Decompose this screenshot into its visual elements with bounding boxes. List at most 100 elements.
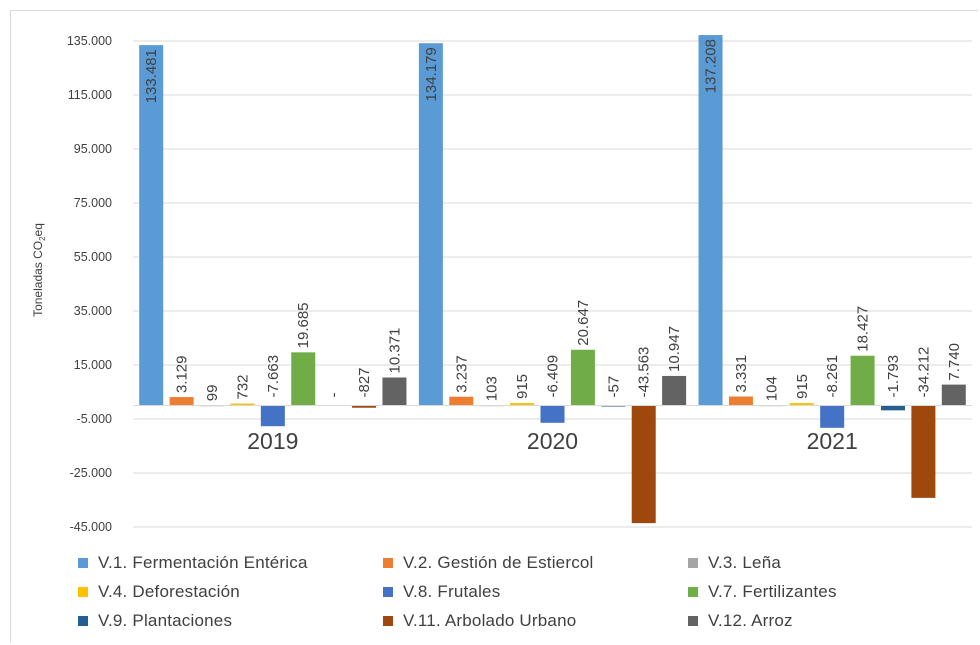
- bar-chart: 133.481 3.129 99 732 -7.663 19.685 - -827 10.371…: [31, 34, 972, 534]
- bar: [260, 405, 285, 427]
- data-label: 10.947: [666, 326, 683, 372]
- x-category-label: 2021: [807, 428, 858, 454]
- axes: 135.000 115.000 95.000 75.000 55.000 35.000 15…: [67, 34, 972, 534]
- legend-swatch: [688, 558, 698, 568]
- data-label: -: [326, 393, 343, 398]
- data-label: -1.793: [885, 355, 902, 398]
- bar: [382, 377, 407, 406]
- data-label: 3.129: [174, 356, 191, 394]
- legend-item: V.8. Frutales: [383, 582, 500, 602]
- legend-swatch: [78, 558, 88, 568]
- legend-label: V.11. Arbolado Urbano: [403, 611, 577, 630]
- y-axis-title-tail: eq: [31, 223, 45, 236]
- data-labels: 133.481 3.129 99 732 -7.663 19.685 - -827 10.371…: [143, 39, 963, 401]
- bar: [418, 43, 443, 406]
- legend-item: V.3. Leña: [688, 553, 781, 573]
- y-tick-label: -5.000: [77, 412, 112, 426]
- data-label: 7.740: [946, 343, 963, 381]
- legend-label: V.4. Deforestación: [98, 582, 240, 601]
- data-label: 19.685: [295, 302, 312, 348]
- legend-label: V.3. Leña: [708, 553, 782, 572]
- y-axis-title-main: Toneladas CO: [31, 241, 45, 317]
- bar: [880, 405, 905, 411]
- bar: [911, 405, 936, 498]
- legend-item: V.11. Arbolado Urbano: [383, 611, 576, 631]
- bar: [570, 349, 595, 406]
- bar: [631, 405, 656, 524]
- bar: [698, 35, 723, 406]
- data-label: -827: [356, 367, 373, 397]
- data-label: 18.427: [855, 306, 872, 352]
- chart-frame: [10, 10, 978, 642]
- bar: [291, 352, 316, 406]
- data-label: 3.331: [733, 355, 750, 393]
- legend-item: V.12. Arroz: [688, 611, 793, 631]
- x-category-label: 2019: [247, 428, 298, 454]
- legend-item: V.2. Gestión de Estiercol: [383, 553, 594, 573]
- data-label: 3.237: [453, 355, 470, 393]
- bar: [820, 405, 845, 428]
- data-label: 134.179: [423, 47, 440, 101]
- bar: [941, 384, 966, 406]
- legend-swatch: [78, 616, 88, 626]
- bar: [169, 397, 194, 406]
- legend-label: V.2. Gestión de Estiercol: [403, 553, 594, 572]
- legend-swatch: [383, 558, 393, 568]
- data-label: 99: [204, 385, 221, 402]
- bar: [789, 403, 814, 406]
- x-category-label: 2020: [527, 428, 578, 454]
- bar: [662, 375, 687, 406]
- data-label: 915: [514, 374, 531, 399]
- legend-item: V.1. Fermentación Entérica: [78, 553, 308, 573]
- data-label: -7.663: [265, 355, 282, 398]
- legend-swatch: [688, 587, 698, 597]
- legend-label: V.8. Frutales: [403, 582, 501, 601]
- bar: [510, 403, 535, 406]
- y-axis-title: Toneladas CO2eq: [31, 223, 47, 317]
- data-label: 104: [763, 376, 780, 401]
- data-label: 915: [794, 374, 811, 399]
- legend-item: V.7. Fertilizantes: [688, 582, 837, 602]
- legend-label: V.9. Plantaciones: [98, 611, 233, 630]
- y-tick-label: -45.000: [70, 520, 112, 534]
- data-label: 10.371: [386, 328, 403, 374]
- legend-swatch: [688, 616, 698, 626]
- legend-swatch: [383, 587, 393, 597]
- bar: [728, 396, 753, 406]
- bar: [139, 45, 164, 406]
- bar: [230, 403, 255, 406]
- bars: [139, 35, 966, 524]
- data-label: 20.647: [575, 300, 592, 346]
- y-tick-label: -25.000: [70, 466, 112, 480]
- data-label: 137.208: [703, 39, 720, 93]
- data-label: -8.261: [824, 355, 841, 398]
- y-tick-label: 75.000: [74, 196, 112, 210]
- legend-swatch: [383, 616, 393, 626]
- y-tick-label: 115.000: [68, 88, 112, 102]
- y-tick-label: 55.000: [74, 250, 112, 264]
- y-tick-label: 95.000: [74, 142, 112, 156]
- data-label: -34.212: [915, 347, 932, 398]
- bar: [449, 396, 474, 406]
- y-tick-label: 135.000: [67, 34, 112, 48]
- legend-label: V.7. Fertilizantes: [708, 582, 837, 601]
- bar: [540, 405, 565, 423]
- legend: V.1. Fermentación Entérica V.2. Gestión d…: [78, 550, 978, 642]
- gridlines: [133, 40, 972, 528]
- bar: [352, 405, 377, 408]
- legend-item: V.4. Deforestación: [78, 582, 240, 602]
- legend-swatch: [78, 587, 88, 597]
- legend-label: V.12. Arroz: [708, 611, 793, 630]
- data-label: -43.563: [636, 347, 653, 398]
- data-label: 133.481: [143, 49, 160, 103]
- y-tick-label: 35.000: [74, 304, 112, 318]
- data-label: -57: [605, 376, 622, 398]
- y-axis-title-sub: 2: [38, 236, 47, 241]
- data-label: -6.409: [545, 355, 562, 398]
- bar: [850, 355, 875, 406]
- legend-label: V.1. Fermentación Entérica: [98, 553, 308, 572]
- data-label: 103: [484, 376, 501, 401]
- y-tick-label: 15.000: [74, 358, 112, 372]
- legend-item: V.9. Plantaciones: [78, 611, 232, 631]
- data-label: 732: [234, 374, 251, 399]
